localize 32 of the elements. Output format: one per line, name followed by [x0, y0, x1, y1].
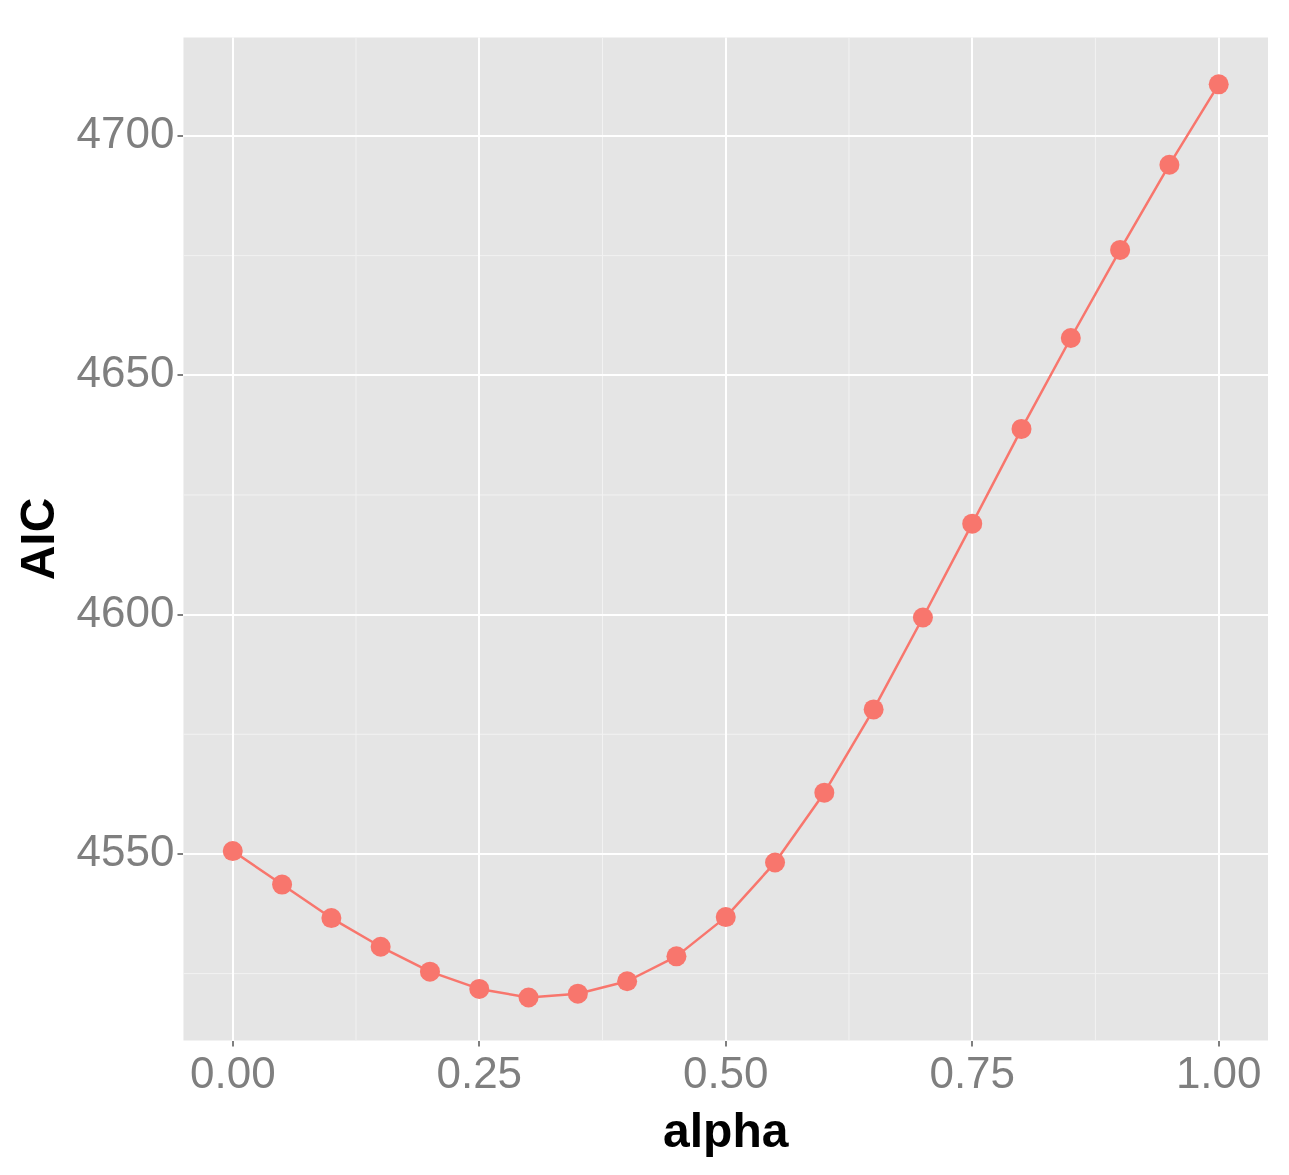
point [1011, 418, 1032, 439]
point [617, 971, 638, 992]
y-axis-title: AIC [11, 497, 65, 581]
point [321, 908, 342, 929]
point [469, 978, 490, 999]
point [567, 983, 588, 1004]
point [912, 607, 933, 628]
x-tick-label: 0.25 [436, 1048, 523, 1098]
y-tick-label: 4700 [76, 108, 175, 158]
point [666, 946, 687, 967]
x-tick-label: 0.75 [929, 1048, 1016, 1098]
point [370, 936, 391, 957]
y-tick-label: 4600 [76, 586, 175, 636]
point [518, 987, 539, 1008]
point [715, 907, 736, 928]
point [222, 841, 243, 862]
point [962, 513, 983, 534]
y-tick-label: 4550 [76, 826, 175, 876]
point [1208, 74, 1229, 95]
point [419, 961, 440, 982]
x-tick-label: 0.00 [189, 1048, 276, 1098]
point [272, 874, 293, 895]
point [1110, 239, 1131, 260]
point [765, 852, 786, 873]
point [814, 782, 835, 803]
x-axis-title: alpha [663, 1104, 789, 1158]
point [1060, 327, 1081, 348]
x-tick-label: 1.00 [1175, 1048, 1262, 1098]
x-tick-label: 0.50 [682, 1048, 769, 1098]
point [1159, 154, 1180, 175]
y-tick-label: 4650 [76, 347, 175, 397]
point [863, 699, 884, 720]
